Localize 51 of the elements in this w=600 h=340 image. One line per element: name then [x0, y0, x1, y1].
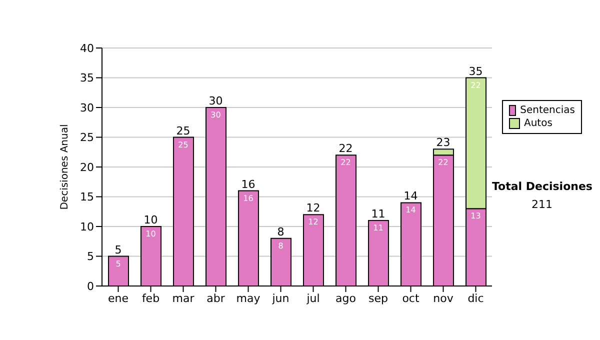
- x-tick-label: sep: [368, 292, 388, 305]
- total-label: 8: [277, 225, 284, 238]
- y-tick-label: 15: [80, 190, 94, 204]
- data-label: 25: [178, 140, 188, 150]
- total-label: 14: [404, 190, 418, 203]
- x-tick-label: oct: [402, 292, 420, 305]
- data-label: 13: [470, 212, 481, 221]
- x-tick-label: ago: [336, 292, 356, 305]
- total-label: 35: [468, 64, 483, 78]
- x-tick-label: jul: [306, 292, 320, 305]
- x-tick-label: mar: [172, 292, 195, 305]
- data-label: 22: [438, 158, 448, 168]
- x-tick-label: abr: [206, 292, 226, 305]
- data-label: 16: [243, 194, 254, 203]
- total-label: 25: [176, 124, 190, 138]
- total-label: 22: [338, 142, 353, 156]
- data-label: 8: [278, 241, 284, 250]
- y-tick-label: 5: [87, 250, 94, 264]
- legend-label: Sentencias: [520, 104, 575, 117]
- data-label: 22: [470, 80, 481, 90]
- y-tick-label: 30: [80, 101, 94, 114]
- x-tick-label: nov: [433, 292, 454, 305]
- y-axis-title: Decisiones Anual: [60, 124, 71, 210]
- total-label: 23: [436, 136, 450, 150]
- data-label: 14: [406, 206, 416, 215]
- y-tick-label: 10: [80, 220, 94, 234]
- y-tick-label: 0: [87, 280, 94, 293]
- x-tick-label: jun: [271, 292, 290, 305]
- data-label: 12: [308, 218, 318, 227]
- total-label: 12: [306, 202, 320, 215]
- x-tick-label: ene: [108, 292, 129, 305]
- x-tick-label: feb: [142, 292, 160, 305]
- total-label: 16: [241, 178, 256, 191]
- x-tick-label: dic: [468, 292, 484, 305]
- annotation: Total Decisiones: [492, 180, 592, 193]
- y-tick-label: 20: [80, 160, 94, 174]
- y-tick-label: 25: [80, 131, 94, 144]
- total-label: 11: [371, 208, 386, 221]
- total-label: 10: [144, 214, 158, 226]
- y-tick-label: 35: [80, 72, 94, 85]
- data-label: 10: [146, 230, 156, 238]
- data-label: 5: [116, 259, 121, 268]
- text: 211: [530, 198, 554, 211]
- y-tick-label: 40: [80, 42, 94, 55]
- x-tick-label: may: [236, 292, 261, 305]
- total-label: 5: [114, 243, 122, 256]
- data-label: 22: [340, 158, 351, 168]
- data-label: 30: [210, 110, 221, 120]
- data-label: 11: [373, 224, 384, 233]
- legend-label: Autos: [524, 117, 552, 130]
- total-label: 30: [208, 94, 223, 108]
